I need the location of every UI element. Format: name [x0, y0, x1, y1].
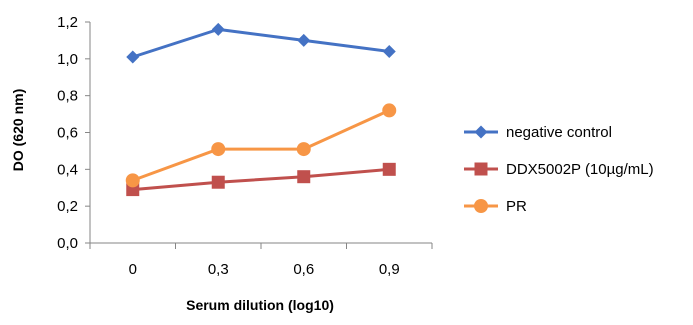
- y-tick-label: 0,8: [57, 88, 78, 105]
- y-tick-label: 0,6: [57, 125, 78, 142]
- series-group: [125, 22, 397, 197]
- legend-marker: [474, 162, 488, 176]
- legend-marker: [474, 199, 488, 213]
- legend-label: DDX5002P (10µg/mL): [506, 161, 654, 178]
- y-tick-label: 0,2: [57, 198, 78, 215]
- y-axis-ticks: 0,0 0,2 0,4 0,6 0,8 1,0 1,2: [57, 14, 90, 252]
- data-point: [126, 50, 140, 64]
- data-point: [211, 22, 225, 36]
- legend-item: negative control: [464, 124, 612, 141]
- series-1: [126, 22, 396, 64]
- series-2: [126, 162, 396, 197]
- x-axis-title: Serum dilution (log10): [186, 297, 334, 313]
- x-tick-label: 0: [129, 261, 137, 278]
- x-tick-label: 0,9: [379, 261, 400, 278]
- legend-item: DDX5002P (10µg/mL): [464, 161, 654, 178]
- legend-label: negative control: [506, 124, 612, 141]
- y-tick-label: 1,0: [57, 51, 78, 68]
- data-point: [297, 170, 311, 184]
- data-point: [211, 175, 225, 189]
- x-tick-label: 0,6: [293, 261, 314, 278]
- data-point: [382, 162, 396, 176]
- series-line: [132, 27, 390, 59]
- series-3: [125, 103, 397, 188]
- legend-item: PR: [464, 198, 527, 215]
- data-point: [296, 142, 311, 157]
- legend: negative control DDX5002P (10µg/mL) PR: [464, 124, 654, 215]
- legend-label: PR: [506, 198, 527, 215]
- data-point: [382, 103, 397, 118]
- series-line: [132, 167, 390, 192]
- x-axis-ticks: 0 0,3 0,6 0,9: [89, 243, 433, 278]
- data-point: [382, 44, 396, 58]
- y-tick-label: 0,4: [57, 161, 78, 178]
- x-tick-label: 0,3: [208, 261, 229, 278]
- series-line: [132, 109, 390, 182]
- data-point: [297, 33, 311, 47]
- data-point: [211, 142, 226, 157]
- y-axis-title: DO (620 nm): [10, 89, 26, 171]
- legend-marker: [474, 125, 488, 139]
- y-tick-label: 1,2: [57, 14, 78, 31]
- data-point: [125, 173, 140, 188]
- y-tick-label: 0,0: [57, 235, 78, 252]
